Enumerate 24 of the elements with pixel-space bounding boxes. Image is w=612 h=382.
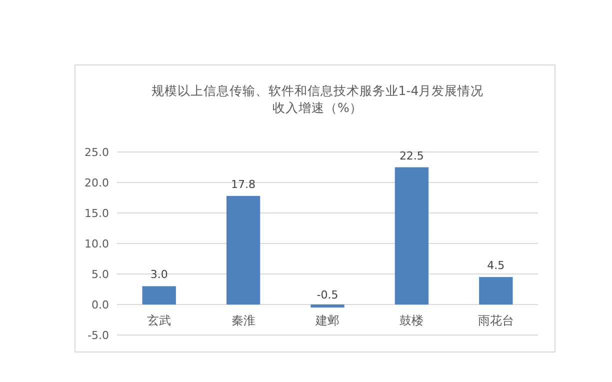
x-tick-label: 鼓楼 bbox=[400, 314, 424, 328]
data-label: 4.5 bbox=[487, 259, 505, 272]
y-tick-label: 20.0 bbox=[84, 176, 109, 190]
y-tick-label: 25.0 bbox=[84, 146, 109, 159]
y-tick-label: -5.0 bbox=[88, 328, 109, 342]
bar bbox=[310, 304, 344, 308]
bar bbox=[142, 286, 176, 304]
data-label: 22.5 bbox=[399, 149, 424, 162]
y-tick-label: 0.0 bbox=[92, 298, 109, 312]
bar bbox=[479, 277, 513, 304]
x-tick-label: 玄武 bbox=[147, 314, 172, 328]
x-tick-label: 秦淮 bbox=[231, 314, 256, 328]
y-tick-label: 10.0 bbox=[84, 237, 109, 250]
chart-title: 规模以上信息传输、软件和信息技术服务业1-4月发展情况 bbox=[151, 83, 484, 98]
data-label: 3.0 bbox=[150, 268, 168, 282]
bar bbox=[226, 196, 260, 304]
y-tick-label: 15.0 bbox=[84, 206, 109, 220]
data-label: 17.8 bbox=[231, 178, 256, 191]
x-tick-label: 雨花台 bbox=[478, 314, 514, 328]
x-tick-label: 建邺 bbox=[314, 314, 340, 328]
data-label: -0.5 bbox=[316, 288, 338, 302]
y-tick-label: 5.0 bbox=[92, 268, 109, 281]
bar bbox=[394, 167, 429, 304]
chart-subtitle: 收入增速（%） bbox=[272, 100, 362, 115]
